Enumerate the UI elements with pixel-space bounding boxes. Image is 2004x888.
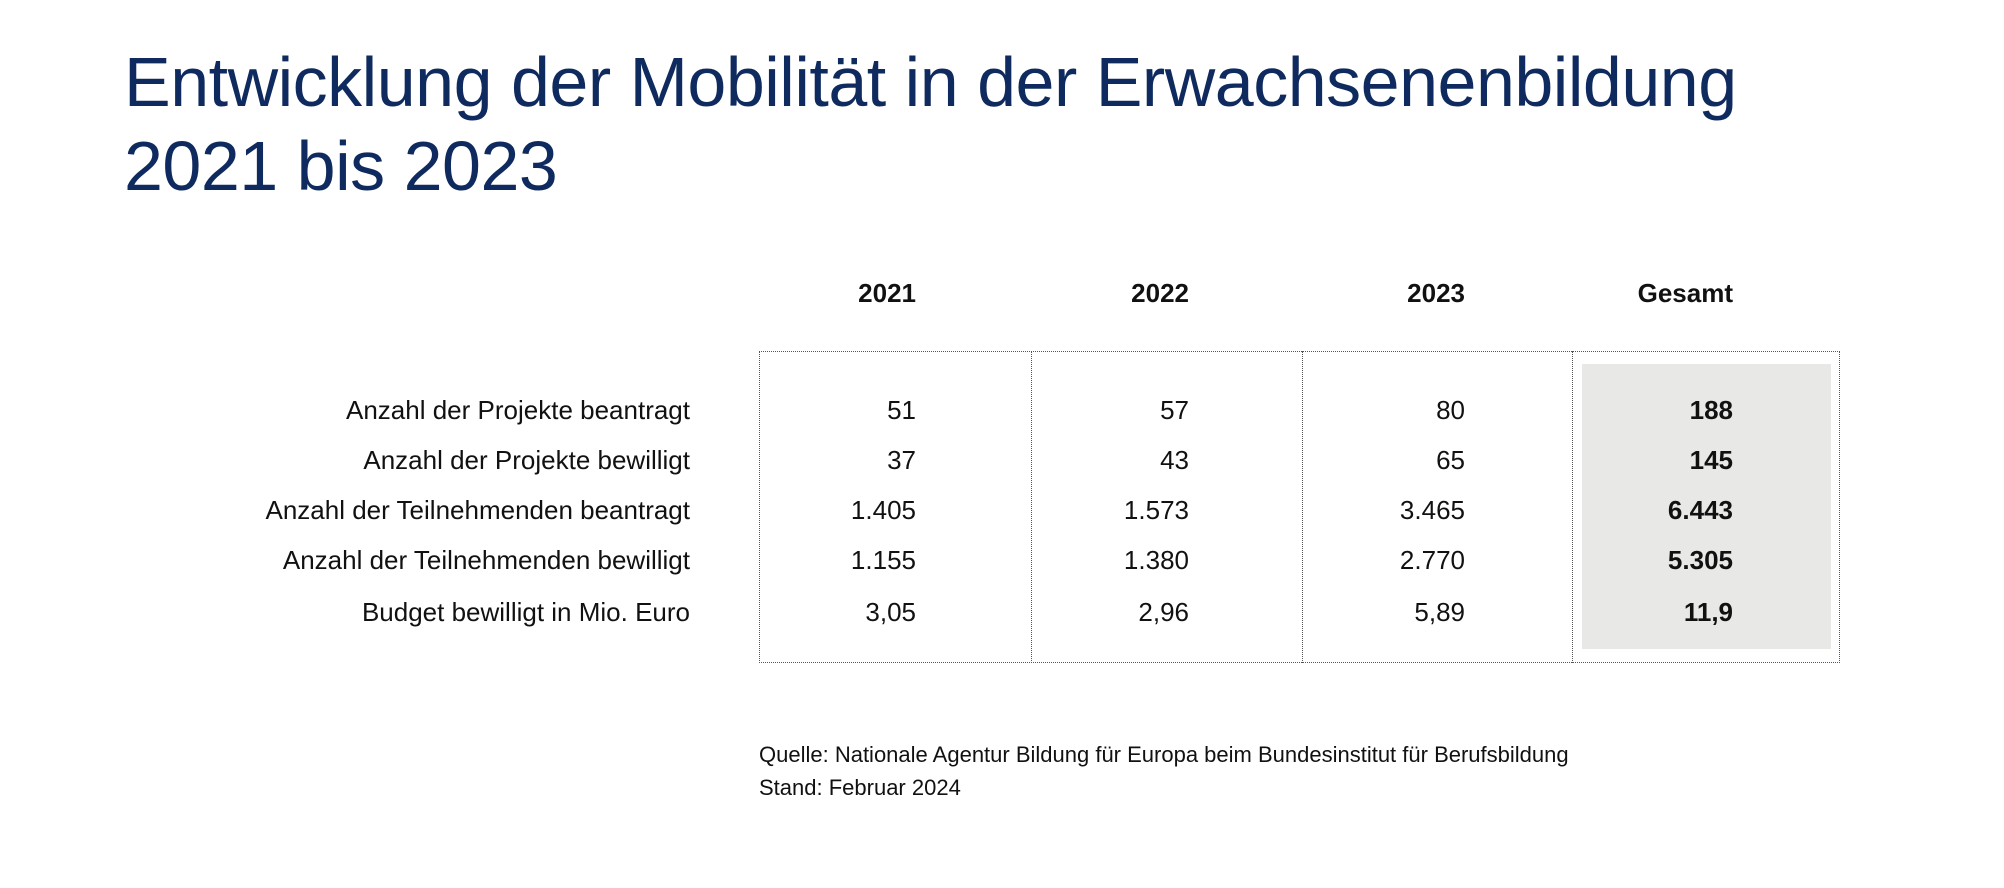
row-label: Anzahl der Projekte bewilligt: [363, 445, 690, 475]
title-line-2: 2021 bis 2023: [124, 127, 558, 205]
row-label: Budget bewilligt in Mio. Euro: [361, 597, 690, 627]
table-cell: 3,05: [865, 597, 916, 627]
row-label: Anzahl der Projekte beantragt: [346, 395, 690, 425]
table-cell: 3.465: [1399, 495, 1465, 525]
table-cell: 80: [1436, 395, 1465, 425]
column-header: 2022: [1131, 278, 1189, 308]
total-cell: 145: [1689, 445, 1733, 475]
title-line-1: Entwicklung der Mobilität in der Erwachs…: [124, 43, 1737, 121]
table-cell: 37: [887, 445, 916, 475]
column-header: Gesamt: [1637, 278, 1733, 308]
table-cell: 43: [1160, 445, 1189, 475]
table-cell: 57: [1160, 395, 1189, 425]
total-column-highlight: [1582, 364, 1831, 649]
total-cell: 6.443: [1667, 495, 1733, 525]
table-cell: 65: [1436, 445, 1465, 475]
column-divider: [1302, 351, 1303, 663]
table-cell: 51: [887, 395, 916, 425]
column-header: 2021: [858, 278, 916, 308]
table-cell: 2.770: [1399, 545, 1465, 575]
column-header: 2023: [1407, 278, 1465, 308]
table-cell: 1.380: [1123, 545, 1189, 575]
source-note: Quelle: Nationale Agentur Bildung für Eu…: [759, 742, 1569, 767]
table-cell: 1.405: [850, 495, 916, 525]
column-divider: [1572, 351, 1573, 663]
row-label: Anzahl der Teilnehmenden bewilligt: [282, 545, 690, 575]
total-cell: 188: [1689, 395, 1733, 425]
date-note: Stand: Februar 2024: [759, 775, 961, 800]
table-cell: 1.573: [1123, 495, 1189, 525]
table-cell: 1.155: [850, 545, 916, 575]
total-cell: 11,9: [1683, 597, 1733, 627]
column-divider: [1031, 351, 1032, 663]
row-label: Anzahl der Teilnehmenden beantragt: [265, 495, 691, 525]
page-title: Entwicklung der Mobilität in der Erwachs…: [124, 40, 1737, 208]
table-border: [759, 351, 1840, 663]
table-cell: 2,96: [1138, 597, 1189, 627]
total-cell: 5.305: [1667, 545, 1733, 575]
table-cell: 5,89: [1414, 597, 1465, 627]
